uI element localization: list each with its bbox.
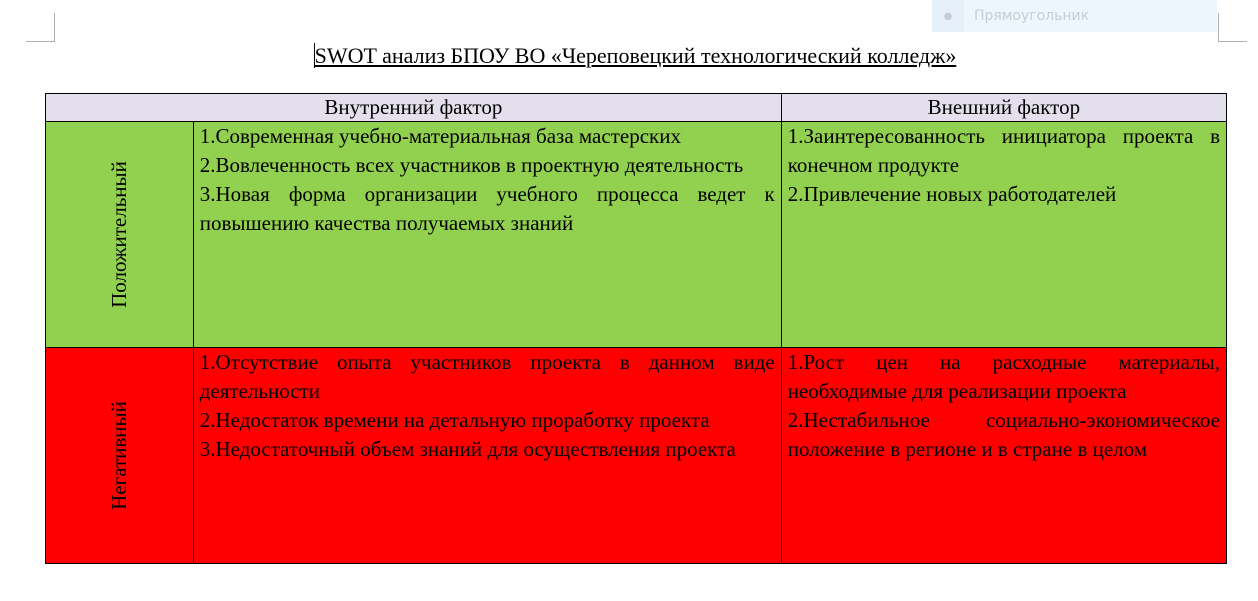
cell-negative-internal: 1.Отсутствие опыта участников проекта в … bbox=[192, 347, 782, 564]
list-item: 2.Нестабильное социально-экономическое п… bbox=[787, 408, 1220, 461]
row-label-negative: Негативный bbox=[45, 347, 194, 564]
shape-tooltip: ● Прямоугольник bbox=[932, 0, 1217, 32]
header-external: Внешний фактор bbox=[780, 93, 1228, 122]
list-item: 2.Привлечение новых работодателей bbox=[787, 182, 1117, 206]
tooltip-label: Прямоугольник bbox=[974, 8, 1090, 24]
list-item: 3.Новая форма организации учебного проце… bbox=[199, 182, 775, 235]
page-corner-mark-left bbox=[26, 13, 55, 42]
header-row: Внутренний фактор Внешний фактор bbox=[45, 93, 1228, 122]
list-item: 1.Отсутствие опыта участников проекта в … bbox=[199, 350, 775, 403]
page-corner-mark-right bbox=[1218, 13, 1247, 42]
row-label-positive: Положительный bbox=[45, 121, 194, 348]
list-item: 1.Заинтересованность инициатора проекта … bbox=[787, 124, 1220, 177]
cell-positive-external: 1.Заинтересованность инициатора проекта … bbox=[780, 121, 1228, 348]
document-title[interactable]: SWOT анализ БПОУ ВО «Череповецкий технол… bbox=[0, 43, 1258, 69]
title-text: SWOT анализ БПОУ ВО «Череповецкий технол… bbox=[313, 43, 957, 68]
row-label-text: Положительный bbox=[106, 161, 131, 308]
swot-table: Внутренний фактор Внешний фактор Положит… bbox=[45, 93, 1228, 564]
cell-positive-internal: 1.Современная учебно-материальная база м… bbox=[192, 121, 782, 348]
table-row-positive: Положительный 1.Современная учебно-матер… bbox=[45, 121, 1228, 348]
row-label-text: Негативный bbox=[106, 401, 131, 510]
list-item: 2.Вовлеченность всех участников в проект… bbox=[199, 153, 744, 177]
list-item: 1.Рост цен на расходные материалы, необх… bbox=[787, 350, 1220, 403]
list-item: 3.Недостаточный объем знаний для осущест… bbox=[199, 437, 736, 461]
cell-negative-external: 1.Рост цен на расходные материалы, необх… bbox=[780, 347, 1228, 564]
list-item: 1.Современная учебно-материальная база м… bbox=[199, 124, 681, 148]
table-row-negative: Негативный 1.Отсутствие опыта участников… bbox=[45, 347, 1228, 564]
list-item: 2.Недостаток времени на детальную прораб… bbox=[199, 408, 710, 432]
bullet-icon: ● bbox=[932, 0, 964, 32]
header-internal: Внутренний фактор bbox=[45, 93, 782, 122]
